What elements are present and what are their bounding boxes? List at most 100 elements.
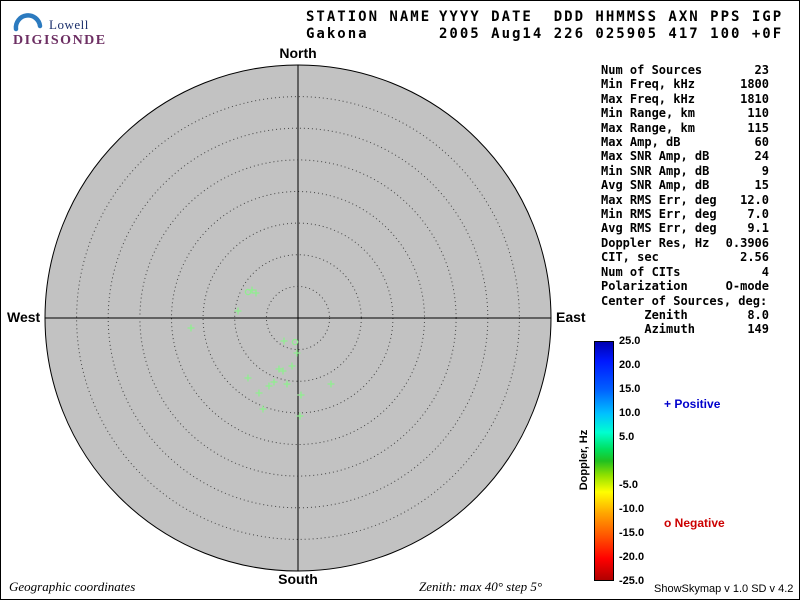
stats-row: Max Range, km 115 — [601, 121, 769, 135]
stats-row: Center of Sources, deg: — [601, 294, 769, 308]
skymap-label-east: East — [556, 309, 586, 325]
source-marker — [275, 365, 283, 373]
stats-row: Zenith 8.0 — [601, 308, 769, 322]
stats-value: 7.0 — [747, 207, 769, 222]
source-marker — [296, 412, 304, 420]
stats-row: Max Amp, dB 60 — [601, 135, 769, 149]
source-marker — [244, 374, 252, 382]
stats-label: Avg SNR Amp, dB — [601, 178, 710, 193]
stats-value: 8.0 — [747, 307, 769, 322]
stats-value: 1800 — [740, 77, 769, 92]
stats-label: Max Range, km — [601, 120, 695, 135]
stats-row: Polarization O-mode — [601, 279, 769, 293]
stats-panel: Num of Sources 23 Min Freq, kHz 1800 Max Fre… — [601, 63, 769, 337]
lowell-swoosh-icon — [13, 13, 43, 32]
colorbar-tick-label: -5.0 — [619, 478, 638, 491]
stats-label: Max RMS Err, deg — [601, 192, 717, 207]
stats-value: 1810 — [740, 91, 769, 106]
stats-value: 12.0 — [740, 192, 769, 207]
stats-label: Min RMS Err, deg — [601, 207, 717, 222]
stats-row: Min SNR Amp, dB 9 — [601, 164, 769, 178]
stats-row: Max Freq, kHz 1810 — [601, 92, 769, 106]
source-marker — [248, 286, 256, 294]
source-marker — [244, 288, 252, 296]
stats-label: Zenith — [601, 307, 688, 322]
stats-label: Num of CITs — [601, 264, 681, 279]
source-marker — [327, 380, 335, 388]
stats-row: Avg SNR Amp, dB 15 — [601, 178, 769, 192]
logo-lowell-text: Lowell — [49, 17, 89, 32]
footer-version-label: ShowSkymap v 1.0 SD v 4.2 — [654, 583, 794, 595]
skymap-polar-plot — [44, 64, 552, 572]
stats-label: Polarization — [601, 279, 688, 294]
source-marker — [279, 367, 287, 375]
stats-row: Num of CITs 4 — [601, 265, 769, 279]
stats-value: 110 — [747, 106, 769, 121]
colorbar-tick-label: -10.0 — [619, 502, 645, 515]
colorbar-gradient — [594, 341, 614, 581]
source-marker — [283, 380, 291, 388]
skymap-label-south: South — [278, 571, 318, 587]
stats-row: Azimuth 149 — [601, 322, 769, 336]
stats-label: Min Range, km — [601, 106, 695, 121]
colorbar-tick-label: -20.0 — [619, 550, 645, 563]
footer-zenith-scale-label: Zenith: max 40° step 5° — [419, 579, 543, 594]
stats-label: Max Freq, kHz — [601, 91, 695, 106]
source-marker — [252, 289, 260, 297]
stats-label: Center of Sources, deg: — [601, 293, 768, 308]
lowell-digisonde-logo: Lowell DIGISONDE — [9, 5, 139, 51]
source-marker — [187, 324, 195, 332]
stats-row: Min Freq, kHz 1800 — [601, 77, 769, 91]
colorbar-tick-label: 25.0 — [619, 334, 641, 347]
stats-label: Doppler Res, Hz — [601, 235, 710, 250]
source-marker — [291, 338, 299, 346]
stats-label: Max Amp, dB — [601, 135, 681, 150]
skymap-label-west: West — [7, 309, 41, 325]
stats-row: Avg RMS Err, deg 9.1 — [601, 221, 769, 235]
stats-label: Min SNR Amp, dB — [601, 163, 710, 178]
stats-row: Num of Sources 23 — [601, 63, 769, 77]
stats-value: 24 — [754, 149, 769, 164]
skymap-sources-layer — [187, 286, 335, 420]
colorbar-tick-label: -15.0 — [619, 526, 645, 539]
colorbar-tick-label: 10.0 — [619, 406, 641, 419]
colorbar-tick-label: 5.0 — [619, 430, 635, 443]
stats-value: 2.56 — [740, 250, 769, 265]
stats-value: 4 — [761, 264, 769, 279]
stats-label: Num of Sources — [601, 63, 703, 77]
legend-negative: o Negative — [664, 516, 725, 530]
stats-row: Max SNR Amp, dB 24 — [601, 149, 769, 163]
stats-label: Min Freq, kHz — [601, 77, 695, 92]
stats-label: Max SNR Amp, dB — [601, 149, 710, 164]
colorbar-axis-title: Doppler, Hz — [578, 429, 590, 491]
legend-positive: + Positive — [664, 397, 721, 411]
header-datetime-column: YYYY DATE DDD HHMMSS AXN PPS IGP 2005 Au… — [439, 9, 784, 42]
stats-row: Doppler Res, Hz 0.3906 — [601, 236, 769, 250]
source-marker — [259, 405, 267, 413]
colorbar-tick-label: -25.0 — [619, 574, 645, 587]
source-marker — [234, 307, 242, 315]
stats-row: Min RMS Err, deg 7.0 — [601, 207, 769, 221]
source-marker — [280, 337, 288, 345]
source-marker — [293, 349, 301, 357]
stats-value: 9.1 — [747, 221, 769, 236]
stats-value: 149 — [747, 322, 769, 337]
stats-value: 23 — [754, 63, 769, 77]
source-marker — [255, 389, 263, 397]
source-marker — [265, 382, 273, 390]
stats-value: 60 — [754, 135, 769, 150]
source-marker — [270, 378, 278, 386]
stats-label: CIT, sec — [601, 250, 659, 265]
stats-row: Min Range, km 110 — [601, 106, 769, 120]
skymap-axes — [45, 65, 551, 571]
stats-row: CIT, sec 2.56 — [601, 250, 769, 264]
stats-label: Avg RMS Err, deg — [601, 221, 717, 236]
stats-value: 9 — [761, 163, 769, 178]
logo-digisonde-text: DIGISONDE — [13, 33, 107, 48]
stats-row: Max RMS Err, deg 12.0 — [601, 193, 769, 207]
source-marker — [288, 362, 296, 370]
stats-value: 115 — [747, 120, 769, 135]
stats-value: 15 — [754, 178, 769, 193]
footer-coordinates-label: Geographic coordinates — [9, 579, 136, 594]
header-station-column: STATION NAME Gakona — [306, 9, 432, 42]
